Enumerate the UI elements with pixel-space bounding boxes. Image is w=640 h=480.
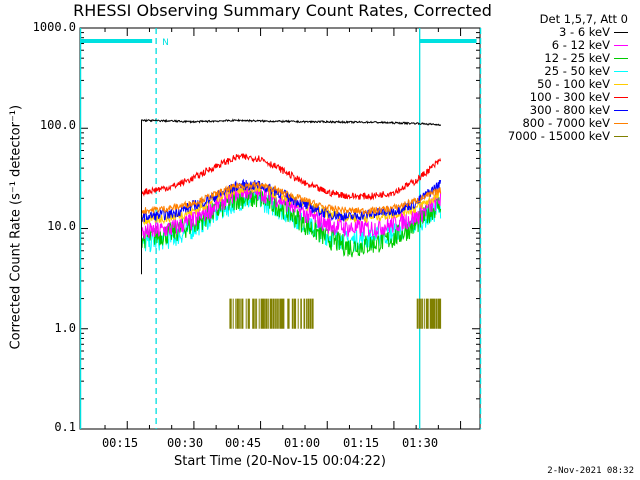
legend-swatch: [614, 84, 628, 85]
legend-swatch: [614, 97, 628, 98]
legend-entry: 800 - 7000 keV: [486, 117, 636, 130]
legend-swatch: [614, 71, 628, 72]
x-axis-label: Start Time (20-Nov-15 00:04:22): [174, 454, 386, 469]
series-line-5: [141, 153, 442, 201]
legend-label: 6 - 12 keV: [551, 38, 610, 52]
x-tick-label: 01:00: [283, 436, 321, 450]
legend-label: 12 - 25 keV: [544, 51, 610, 65]
legend-label: 7000 - 15000 keV: [507, 129, 610, 143]
legend-entry: 25 - 50 keV: [486, 65, 636, 78]
legend: Det 1,5,7, Att 0 3 - 6 keV 6 - 12 keV 12…: [486, 12, 636, 143]
legend-swatch: [614, 58, 628, 59]
x-tick-label: 01:15: [342, 436, 380, 450]
x-tick-label: 01:30: [401, 436, 439, 450]
legend-swatch: [614, 123, 628, 124]
legend-swatch: [614, 110, 628, 111]
legend-label: 100 - 300 keV: [529, 90, 610, 104]
y-tick-label: 1.0: [54, 321, 76, 335]
legend-entry: 6 - 12 keV: [486, 39, 636, 52]
legend-entry: 12 - 25 keV: [486, 52, 636, 65]
timestamp-footer: 2-Nov-2021 08:32: [547, 466, 634, 476]
series-line-7: [141, 181, 442, 215]
series-line-3: [141, 189, 442, 253]
legend-label: 25 - 50 keV: [544, 64, 610, 78]
legend-label: 300 - 800 keV: [529, 103, 610, 117]
y-tick-label: 100.0: [39, 118, 76, 132]
legend-entry: 3 - 6 keV: [486, 26, 636, 39]
chart-title: RHESSI Observing Summary Count Rates, Co…: [73, 1, 492, 20]
legend-swatch: [614, 45, 628, 46]
x-tick-label: 00:15: [101, 436, 139, 450]
y-tick-label: 10.0: [47, 219, 76, 233]
series-line-0: [141, 118, 442, 275]
legend-entry: 300 - 800 keV: [486, 104, 636, 117]
y-tick-label: 1000.0: [32, 20, 76, 34]
legend-entry: 100 - 300 keV: [486, 91, 636, 104]
legend-entry: 7000 - 15000 keV: [486, 130, 636, 143]
legend-label: 3 - 6 keV: [559, 25, 610, 39]
x-tick-label: 00:30: [166, 436, 204, 450]
annotation-label: N: [162, 38, 169, 48]
y-tick-label: 0.1: [54, 420, 76, 434]
legend-label: 800 - 7000 keV: [522, 116, 610, 130]
legend-swatch: [614, 136, 628, 137]
legend-label: 50 - 100 keV: [537, 77, 610, 91]
x-tick-label: 00:45: [224, 436, 262, 450]
legend-swatch: [614, 32, 628, 33]
legend-entry: 50 - 100 keV: [486, 78, 636, 91]
series-line-8: [229, 298, 442, 329]
legend-header: Det 1,5,7, Att 0: [539, 12, 628, 26]
